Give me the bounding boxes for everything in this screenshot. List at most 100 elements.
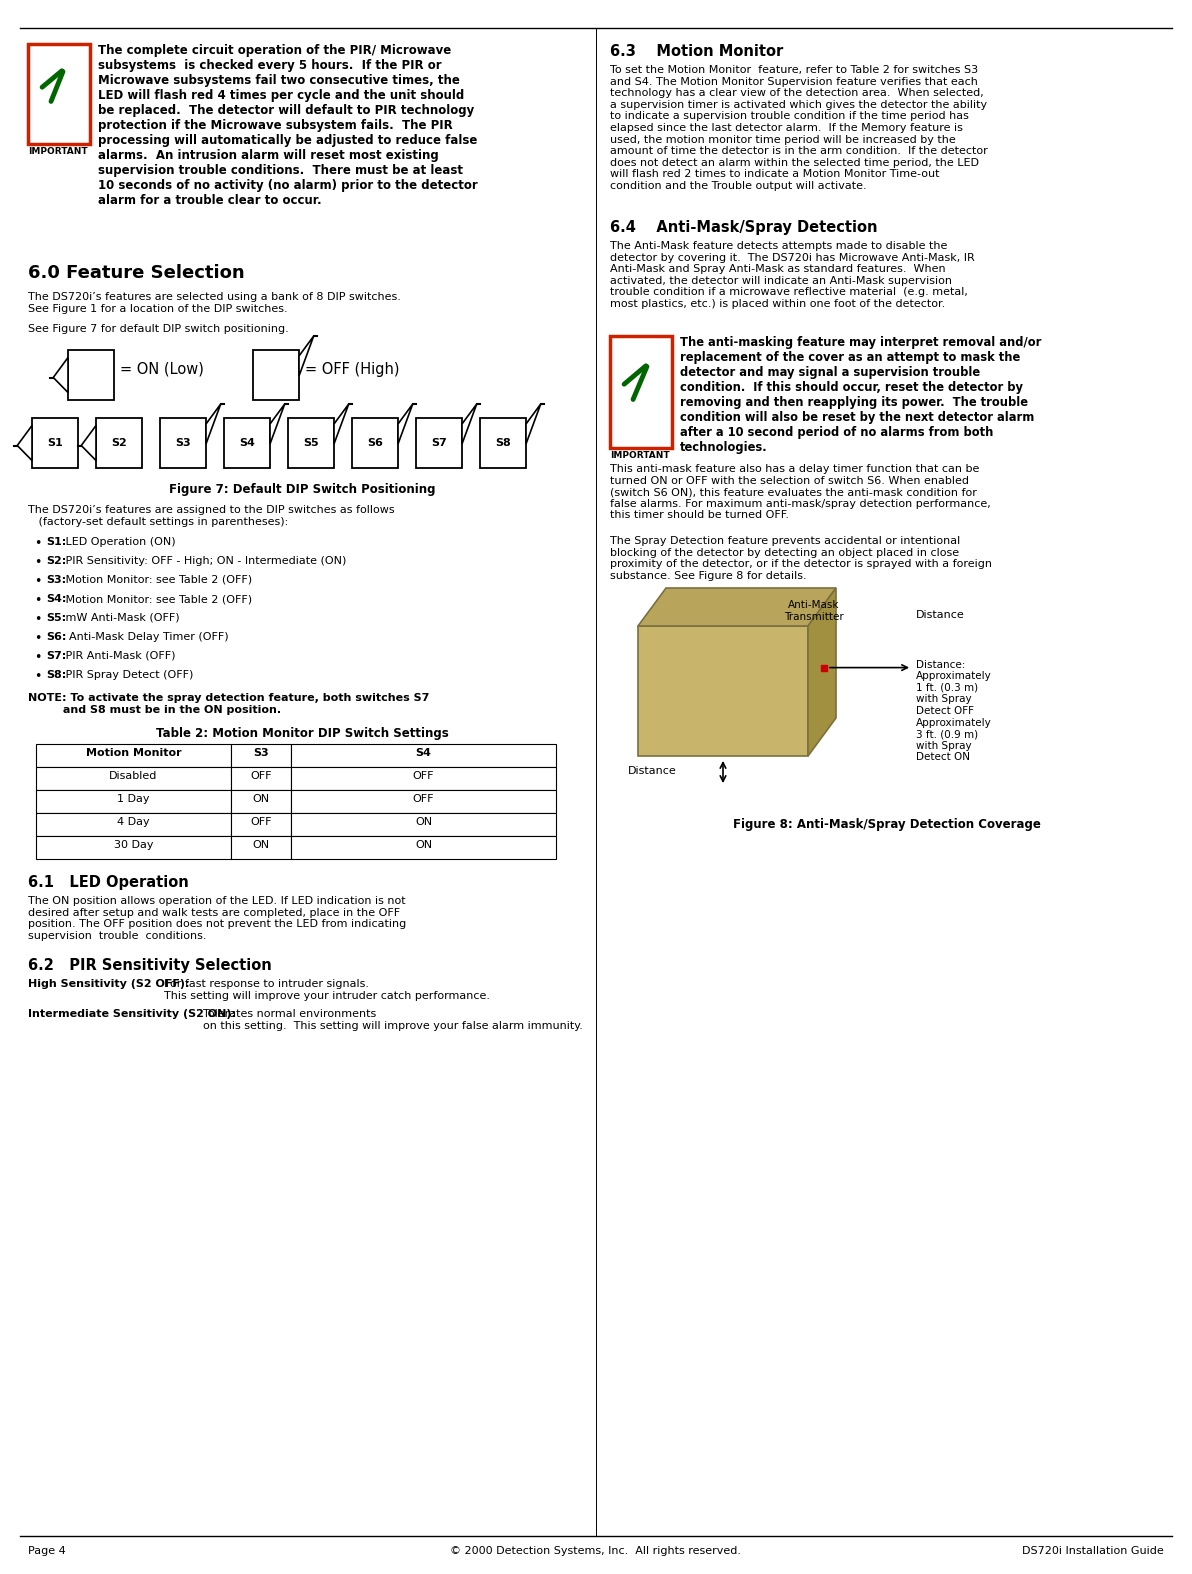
Text: Intermediate Sensitivity (S2 ON):: Intermediate Sensitivity (S2 ON): xyxy=(27,1009,248,1018)
Text: Distance: Distance xyxy=(628,767,677,776)
Text: LED Operation (ON): LED Operation (ON) xyxy=(62,537,175,548)
Bar xyxy=(231,814,291,836)
Bar xyxy=(231,836,291,859)
Text: The DS720i’s features are selected using a bank of 8 DIP switches.
See Figure 1 : The DS720i’s features are selected using… xyxy=(27,293,401,313)
Text: PIR Spray Detect (OFF): PIR Spray Detect (OFF) xyxy=(62,671,193,680)
Bar xyxy=(416,419,462,467)
Text: S6:: S6: xyxy=(46,633,67,642)
Text: 30 Day: 30 Day xyxy=(113,841,154,850)
Polygon shape xyxy=(54,357,68,392)
Bar xyxy=(224,419,271,467)
Text: 6.2   PIR Sensitivity Selection: 6.2 PIR Sensitivity Selection xyxy=(27,959,272,973)
Bar xyxy=(480,419,526,467)
Text: S8:: S8: xyxy=(46,671,67,680)
Polygon shape xyxy=(334,405,349,444)
Bar xyxy=(231,745,291,767)
Text: IMPORTANT: IMPORTANT xyxy=(610,452,670,460)
Text: S5:: S5: xyxy=(46,612,66,623)
Text: S4:: S4: xyxy=(46,593,67,604)
Text: This anti-mask feature also has a delay timer function that can be
turned ON or : This anti-mask feature also has a delay … xyxy=(610,464,991,521)
Text: Distance:
Approximately
1 ft. (0.3 m)
with Spray
Detect OFF
Approximately
3 ft. : Distance: Approximately 1 ft. (0.3 m) wi… xyxy=(915,660,992,762)
Text: Distance: Distance xyxy=(915,611,964,620)
Bar xyxy=(160,419,206,467)
Text: DS720i Installation Guide: DS720i Installation Guide xyxy=(1023,1546,1165,1557)
Text: OFF: OFF xyxy=(412,793,434,804)
Text: •: • xyxy=(35,671,42,683)
Text: S3:: S3: xyxy=(46,575,66,586)
Bar xyxy=(27,44,91,143)
Bar xyxy=(288,419,334,467)
Text: For fast response to intruder signals.
This setting will improve your intruder c: For fast response to intruder signals. T… xyxy=(163,979,490,1001)
Bar xyxy=(291,790,555,814)
Text: •: • xyxy=(35,652,42,664)
Text: Figure 7: Default DIP Switch Positioning: Figure 7: Default DIP Switch Positioning xyxy=(169,483,435,496)
Text: •: • xyxy=(35,612,42,626)
Text: Motion Monitor: Motion Monitor xyxy=(86,748,181,759)
Text: S3: S3 xyxy=(253,748,269,759)
Polygon shape xyxy=(808,589,836,756)
Bar xyxy=(291,767,555,790)
Bar xyxy=(36,745,231,767)
Bar xyxy=(291,745,555,767)
Text: NOTE: To activate the spray detection feature, both switches S7
         and S8 : NOTE: To activate the spray detection fe… xyxy=(27,693,429,715)
Bar xyxy=(291,836,555,859)
Text: The DS720i’s features are assigned to the DIP switches as follows
   (factory-se: The DS720i’s features are assigned to th… xyxy=(27,505,395,527)
Text: Motion Monitor: see Table 2 (OFF): Motion Monitor: see Table 2 (OFF) xyxy=(62,575,252,586)
Text: Figure 8: Anti-Mask/Spray Detection Coverage: Figure 8: Anti-Mask/Spray Detection Cove… xyxy=(733,818,1041,831)
Text: S4: S4 xyxy=(416,748,432,759)
Text: 1 Day: 1 Day xyxy=(117,793,150,804)
Text: The Anti-Mask feature detects attempts made to disable the
detector by covering : The Anti-Mask feature detects attempts m… xyxy=(610,241,975,309)
Text: Page 4: Page 4 xyxy=(27,1546,66,1557)
Text: •: • xyxy=(35,593,42,608)
Text: Table 2: Motion Monitor DIP Switch Settings: Table 2: Motion Monitor DIP Switch Setti… xyxy=(156,727,448,740)
Text: Anti-Mask Delay Timer (OFF): Anti-Mask Delay Timer (OFF) xyxy=(62,633,228,642)
Text: PIR Anti-Mask (OFF): PIR Anti-Mask (OFF) xyxy=(62,652,175,661)
Text: The anti-masking feature may interpret removal and/or
replacement of the cover a: The anti-masking feature may interpret r… xyxy=(679,335,1042,453)
Text: High Sensitivity (S2 OFF):: High Sensitivity (S2 OFF): xyxy=(27,979,197,988)
Bar xyxy=(36,767,231,790)
Text: OFF: OFF xyxy=(250,817,272,826)
Text: ON: ON xyxy=(253,793,269,804)
Text: Disabled: Disabled xyxy=(110,771,157,781)
Text: To set the Motion Monitor  feature, refer to Table 2 for switches S3
and S4. The: To set the Motion Monitor feature, refer… xyxy=(610,65,988,190)
Bar xyxy=(32,419,77,467)
Text: mW Anti-Mask (OFF): mW Anti-Mask (OFF) xyxy=(62,612,179,623)
Bar xyxy=(68,349,114,400)
Text: S2: S2 xyxy=(111,438,126,449)
Text: S6: S6 xyxy=(367,438,383,449)
Bar xyxy=(36,836,231,859)
Text: The complete circuit operation of the PIR/ Microwave
subsystems  is checked ever: The complete circuit operation of the PI… xyxy=(98,44,478,208)
Text: 4 Day: 4 Day xyxy=(117,817,150,826)
Polygon shape xyxy=(81,425,97,461)
Bar xyxy=(231,790,291,814)
Text: = ON (Low): = ON (Low) xyxy=(120,362,204,378)
Polygon shape xyxy=(206,405,221,444)
Text: S8: S8 xyxy=(495,438,511,449)
Text: Motion Monitor: see Table 2 (OFF): Motion Monitor: see Table 2 (OFF) xyxy=(62,593,252,604)
Text: S7:: S7: xyxy=(46,652,67,661)
Text: ON: ON xyxy=(415,841,432,850)
Text: S7: S7 xyxy=(432,438,447,449)
Text: Tolerates normal environments
on this setting.  This setting will improve your f: Tolerates normal environments on this se… xyxy=(203,1009,583,1031)
Text: •: • xyxy=(35,575,42,589)
Text: PIR Sensitivity: OFF - High; ON - Intermediate (ON): PIR Sensitivity: OFF - High; ON - Interm… xyxy=(62,556,346,567)
Polygon shape xyxy=(299,335,313,376)
Bar xyxy=(638,626,808,756)
Text: OFF: OFF xyxy=(250,771,272,781)
Text: S3: S3 xyxy=(175,438,191,449)
Bar xyxy=(352,419,398,467)
Text: See Figure 7 for default DIP switch positioning.: See Figure 7 for default DIP switch posi… xyxy=(27,324,288,334)
Bar xyxy=(97,419,142,467)
Text: The Spray Detection feature prevents accidental or intentional
blocking of the d: The Spray Detection feature prevents acc… xyxy=(610,537,992,581)
Text: ON: ON xyxy=(253,841,269,850)
Bar xyxy=(610,335,672,449)
Polygon shape xyxy=(526,405,541,444)
Text: •: • xyxy=(35,633,42,645)
Polygon shape xyxy=(462,405,477,444)
Bar xyxy=(231,767,291,790)
Bar xyxy=(36,814,231,836)
Text: 6.4    Anti-Mask/Spray Detection: 6.4 Anti-Mask/Spray Detection xyxy=(610,220,877,235)
Text: S1: S1 xyxy=(48,438,63,449)
Text: •: • xyxy=(35,537,42,549)
Text: The ON position allows operation of the LED. If LED indication is not
desired af: The ON position allows operation of the … xyxy=(27,896,406,941)
